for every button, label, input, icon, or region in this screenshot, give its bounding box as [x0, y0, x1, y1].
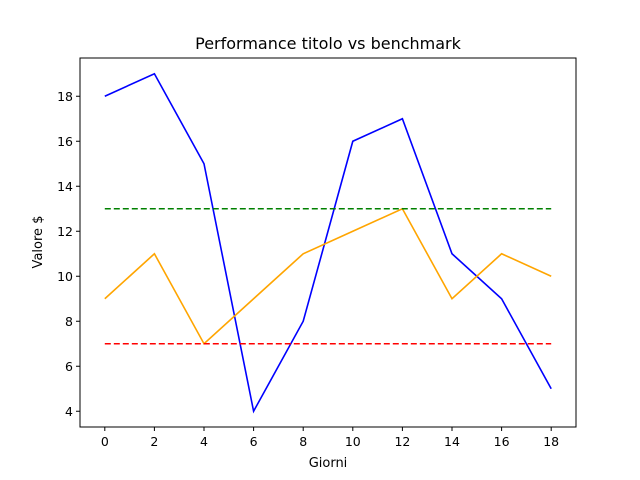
x-tick-label: 14	[444, 434, 460, 449]
y-tick-label: 4	[65, 404, 73, 419]
y-tick-label: 8	[65, 314, 73, 329]
x-tick-label: 18	[543, 434, 559, 449]
x-tick-label: 10	[345, 434, 361, 449]
y-tick-label: 14	[57, 179, 73, 194]
y-tick-label: 10	[57, 269, 73, 284]
chart-title: Performance titolo vs benchmark	[195, 34, 462, 53]
y-tick-label: 16	[57, 134, 73, 149]
x-tick-label: 0	[101, 434, 109, 449]
y-axis-label: Valore $	[31, 216, 46, 269]
x-axis-ticks: 0 2 4 6 8 10 12 14 16 18	[101, 427, 559, 449]
y-tick-label: 12	[57, 224, 73, 239]
x-tick-label: 8	[299, 434, 307, 449]
y-tick-label: 6	[65, 359, 73, 374]
plot-frame	[79, 57, 577, 428]
x-tick-label: 12	[394, 434, 410, 449]
x-tick-label: 2	[150, 434, 158, 449]
plot-lines	[104, 72, 552, 414]
y-tick-label: 18	[57, 89, 73, 104]
x-axis-label: Giorni	[309, 456, 348, 471]
x-tick-label: 16	[494, 434, 510, 449]
x-tick-label: 6	[250, 434, 258, 449]
y-axis-ticks: 4 6 8 10 12 14 16 18	[57, 89, 80, 419]
series-line-2	[104, 207, 552, 346]
x-tick-label: 4	[200, 434, 208, 449]
